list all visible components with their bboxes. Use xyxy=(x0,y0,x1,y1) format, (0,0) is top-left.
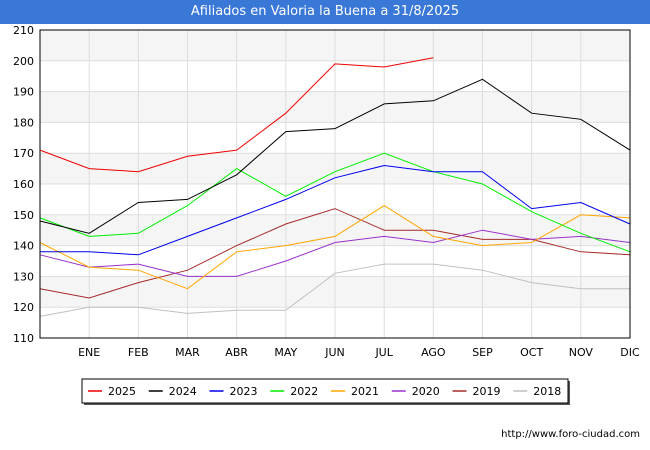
x-tick-label: SEP xyxy=(472,346,493,359)
series-line-2024 xyxy=(39,78,631,234)
x-tick-label: MAY xyxy=(274,346,297,359)
series-line-2020 xyxy=(39,229,631,277)
y-tick-label: 170 xyxy=(13,147,34,160)
y-tick-label: 190 xyxy=(13,86,34,99)
legend-label-2020: 2020 xyxy=(412,385,440,398)
plot-border xyxy=(39,29,631,339)
chart-title: Afiliados en Valoria la Buena a 31/8/202… xyxy=(0,0,650,24)
y-tick-label: 180 xyxy=(13,116,34,129)
series-line-2021 xyxy=(39,205,631,290)
legend-label-2018: 2018 xyxy=(533,385,561,398)
y-tick-label: 110 xyxy=(13,332,34,345)
x-tick-label: JUL xyxy=(374,346,393,359)
series-lines xyxy=(39,57,631,317)
legend-label-2022: 2022 xyxy=(290,385,318,398)
x-tick-label: JUN xyxy=(324,346,345,359)
source-url: http://www.foro-ciudad.com xyxy=(501,429,640,440)
y-tick-label: 160 xyxy=(13,178,34,191)
x-axis-ticks: ENE FEB MAR ABR MAY JUN JUL AGO SEP OCT NOV DIC xyxy=(78,346,640,359)
legend-label-2019: 2019 xyxy=(473,385,501,398)
x-tick-label: DIC xyxy=(620,346,640,359)
x-tick-label: FEB xyxy=(128,346,149,359)
x-tick-label: NOV xyxy=(569,346,594,359)
x-tick-label: OCT xyxy=(520,346,543,359)
y-axis-ticks: 110 120 130 140 150 160 170 180 190 200 210 xyxy=(13,24,34,345)
y-tick-label: 200 xyxy=(13,55,34,68)
series-line-2022 xyxy=(39,152,631,253)
series-line-2025 xyxy=(39,57,434,173)
x-tick-label: ABR xyxy=(225,346,248,359)
y-tick-label: 140 xyxy=(13,240,34,253)
y-tick-label: 150 xyxy=(13,209,34,222)
legend-label-2023: 2023 xyxy=(230,385,258,398)
y-tick-label: 210 xyxy=(13,24,34,37)
y-tick-label: 120 xyxy=(13,301,34,314)
legend-label-2021: 2021 xyxy=(351,385,379,398)
legend-label-2025: 2025 xyxy=(108,385,136,398)
series-line-2018 xyxy=(39,263,630,317)
x-tick-label: AGO xyxy=(421,346,446,359)
x-tick-label: MAR xyxy=(175,346,200,359)
legend-label-2024: 2024 xyxy=(169,385,197,398)
legend-box xyxy=(81,378,569,404)
legend: 2025 2024 2023 2022 2021 2020 2019 2018 xyxy=(81,378,570,405)
series-line-2023 xyxy=(40,164,631,256)
x-tick-label: ENE xyxy=(78,346,100,359)
y-tick-label: 130 xyxy=(13,270,34,283)
